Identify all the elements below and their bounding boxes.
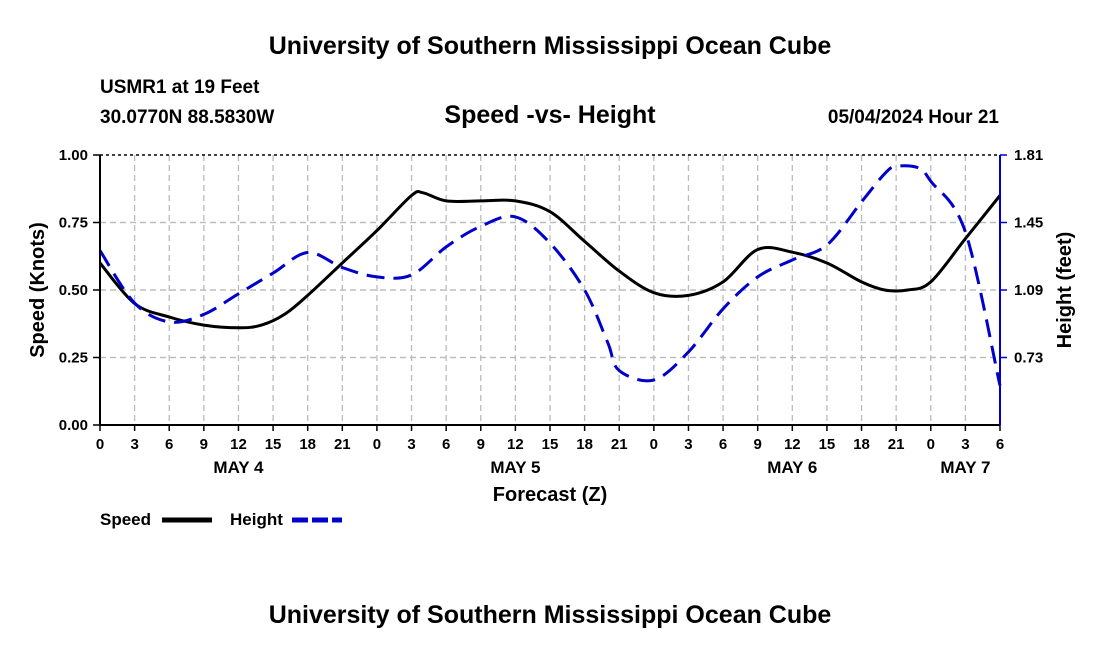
station-label: USMR1 at 19 Feet bbox=[100, 77, 260, 98]
x-tick-label: 6 bbox=[165, 436, 173, 453]
x-tick-label: 3 bbox=[961, 436, 969, 453]
x-tick-label: 21 bbox=[334, 436, 351, 453]
x-tick-label: 6 bbox=[442, 436, 450, 453]
x-tick-label: 3 bbox=[130, 436, 138, 453]
date-label: MAY 4 bbox=[213, 458, 264, 477]
x-tick-label: 21 bbox=[888, 436, 905, 453]
chart-title: University of Southern Mississippi Ocean… bbox=[268, 32, 832, 60]
chart-legend: Speed Height bbox=[100, 510, 342, 529]
legend-label-height: Height bbox=[230, 510, 283, 529]
x-tick-label: 0 bbox=[96, 436, 104, 453]
y2-tick-label: 1.45 bbox=[1014, 215, 1043, 232]
x-tick-label: 15 bbox=[542, 436, 559, 453]
coordinates-label: 30.0770N 88.5830W bbox=[100, 107, 275, 128]
x-axis-label: Forecast (Z) bbox=[493, 484, 607, 506]
x-tick-label: 6 bbox=[996, 436, 1004, 453]
date-label: MAY 7 bbox=[940, 458, 990, 477]
x-tick-label: 15 bbox=[265, 436, 282, 453]
x-tick-label: 9 bbox=[477, 436, 485, 453]
x-tick-label: 18 bbox=[853, 436, 870, 453]
x-tick-label: 0 bbox=[927, 436, 935, 453]
y2-tick-label: 1.81 bbox=[1014, 147, 1043, 164]
x-tick-label: 12 bbox=[507, 436, 524, 453]
x-tick-label: 18 bbox=[576, 436, 593, 453]
chart-subtitle: Speed -vs- Height bbox=[444, 101, 656, 129]
date-label: MAY 5 bbox=[490, 458, 540, 477]
footer-title: University of Southern Mississippi Ocean… bbox=[268, 601, 832, 629]
date-label: MAY 6 bbox=[767, 458, 817, 477]
y-tick-label: 0.50 bbox=[59, 282, 88, 299]
y-tick-label: 1.00 bbox=[59, 147, 88, 164]
x-tick-label: 0 bbox=[650, 436, 658, 453]
x-tick-label: 0 bbox=[373, 436, 381, 453]
y-axis-label: Speed (Knots) bbox=[27, 222, 49, 358]
y2-tick-label: 0.73 bbox=[1014, 350, 1043, 367]
legend-label-speed: Speed bbox=[100, 510, 151, 529]
y-tick-label: 0.25 bbox=[59, 350, 88, 367]
chart-grid bbox=[100, 155, 1000, 425]
y-tick-label: 0.00 bbox=[59, 417, 88, 434]
chart-axes bbox=[93, 154, 1007, 431]
x-tick-label: 3 bbox=[684, 436, 692, 453]
x-tick-label: 15 bbox=[819, 436, 836, 453]
y2-tick-label: 1.09 bbox=[1014, 282, 1043, 299]
y2-axis-label: Height (feet) bbox=[1054, 232, 1076, 349]
x-tick-label: 12 bbox=[784, 436, 801, 453]
series-layer bbox=[98, 164, 1002, 386]
x-tick-label: 9 bbox=[200, 436, 208, 453]
series-line-height bbox=[98, 164, 1002, 386]
x-tick-label: 21 bbox=[611, 436, 628, 453]
forecast-datetime: 05/04/2024 Hour 21 bbox=[827, 107, 999, 128]
x-tick-label: 12 bbox=[230, 436, 247, 453]
x-tick-label: 6 bbox=[719, 436, 727, 453]
x-tick-label: 18 bbox=[299, 436, 316, 453]
series-line-speed bbox=[98, 189, 1002, 330]
y-tick-label: 0.75 bbox=[59, 215, 88, 232]
x-tick-label: 9 bbox=[754, 436, 762, 453]
x-tick-label: 3 bbox=[407, 436, 415, 453]
chart-axis-labels: 0 3 6 9 12 15 18 21 0 3 6 9 12 15 18 21 0 3 6 9 12 15 18 21 0 3 6M… bbox=[27, 147, 1076, 506]
